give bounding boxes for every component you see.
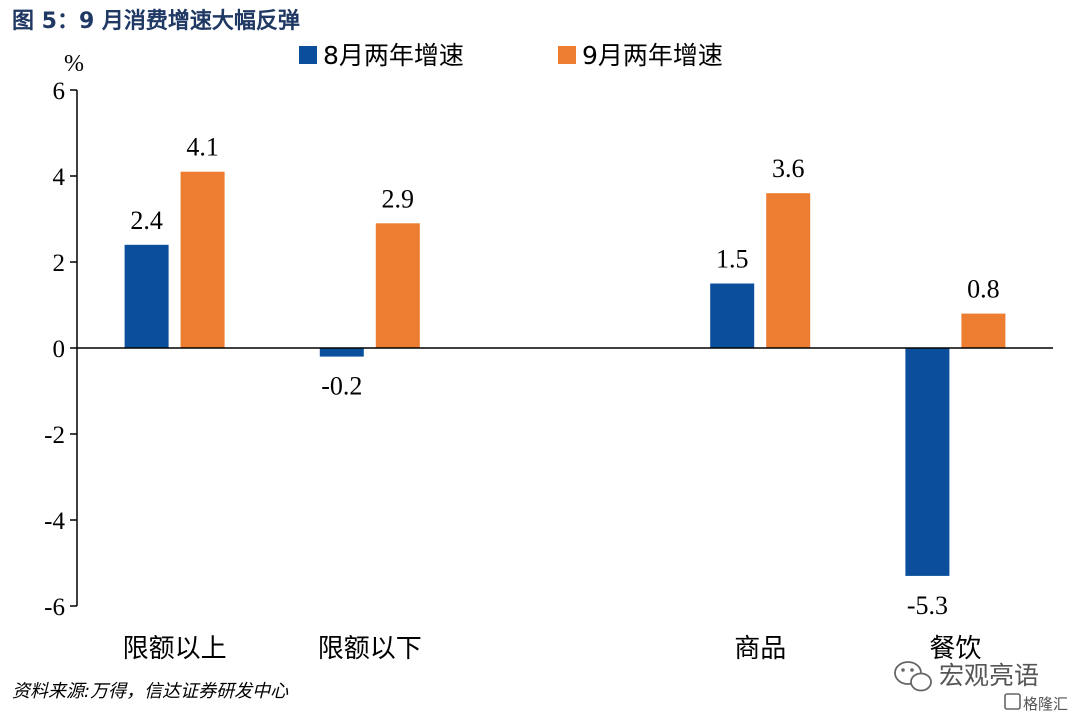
y-tick-label: 4 <box>53 164 66 191</box>
legend-label-sep: 9月两年增速 <box>582 41 723 70</box>
category-labels: 限额以上 限额以下 商品 餐饮 <box>123 634 982 664</box>
category-label: 限额以下 <box>318 634 422 664</box>
bars <box>124 171 1006 576</box>
bar-aug <box>319 348 364 357</box>
bar-sep <box>766 193 811 348</box>
y-tick-label: 6 <box>53 78 66 105</box>
bar-sep <box>375 223 420 348</box>
legend-swatch-aug <box>299 46 317 64</box>
bar-aug <box>124 244 169 348</box>
value-label: -5.3 <box>907 591 948 620</box>
value-label: -0.2 <box>321 372 362 401</box>
value-label: 3.6 <box>772 154 805 183</box>
value-label: 2.4 <box>130 206 163 235</box>
legend: 8月两年增速 9月两年增速 <box>299 41 723 70</box>
y-tick-label: -6 <box>44 594 65 621</box>
y-tick-label: 2 <box>53 250 66 277</box>
y-ticks: -6 -4 -2 0 2 4 6 <box>44 78 77 621</box>
y-unit-label: % <box>64 51 84 77</box>
bar-aug <box>710 283 755 348</box>
legend-label-aug: 8月两年增速 <box>323 41 464 70</box>
value-label: 4.1 <box>186 133 219 162</box>
value-label: 1.5 <box>716 245 749 274</box>
value-label: 0.8 <box>967 275 1000 304</box>
category-label: 限额以上 <box>123 634 227 664</box>
category-label: 商品 <box>734 634 786 664</box>
y-tick-label: -4 <box>44 508 65 535</box>
value-label: 2.9 <box>382 184 415 213</box>
watermark: 宏观亮语 格隆汇 <box>894 661 1068 713</box>
figure-title: 图 5：9 月消费增速大幅反弹 <box>12 8 300 34</box>
category-label: 餐饮 <box>929 634 981 664</box>
watermark-badge-text: 格隆汇 <box>1023 695 1068 713</box>
bar-aug <box>905 348 950 576</box>
y-tick-label: 0 <box>53 336 66 363</box>
wechat-icon <box>894 661 932 692</box>
y-tick-label: -2 <box>44 422 65 449</box>
legend-swatch-sep <box>558 46 576 64</box>
bar-sep <box>961 313 1006 348</box>
value-labels: 2.4 4.1 -0.2 2.9 1.5 3.6 -5.3 0.8 <box>130 133 999 620</box>
watermark-text: 宏观亮语 <box>939 661 1039 690</box>
watermark-badge-icon <box>1004 693 1021 710</box>
source-note: 资料来源:万得，信达证券研发中心 <box>12 681 289 702</box>
bar-sep <box>180 171 225 348</box>
